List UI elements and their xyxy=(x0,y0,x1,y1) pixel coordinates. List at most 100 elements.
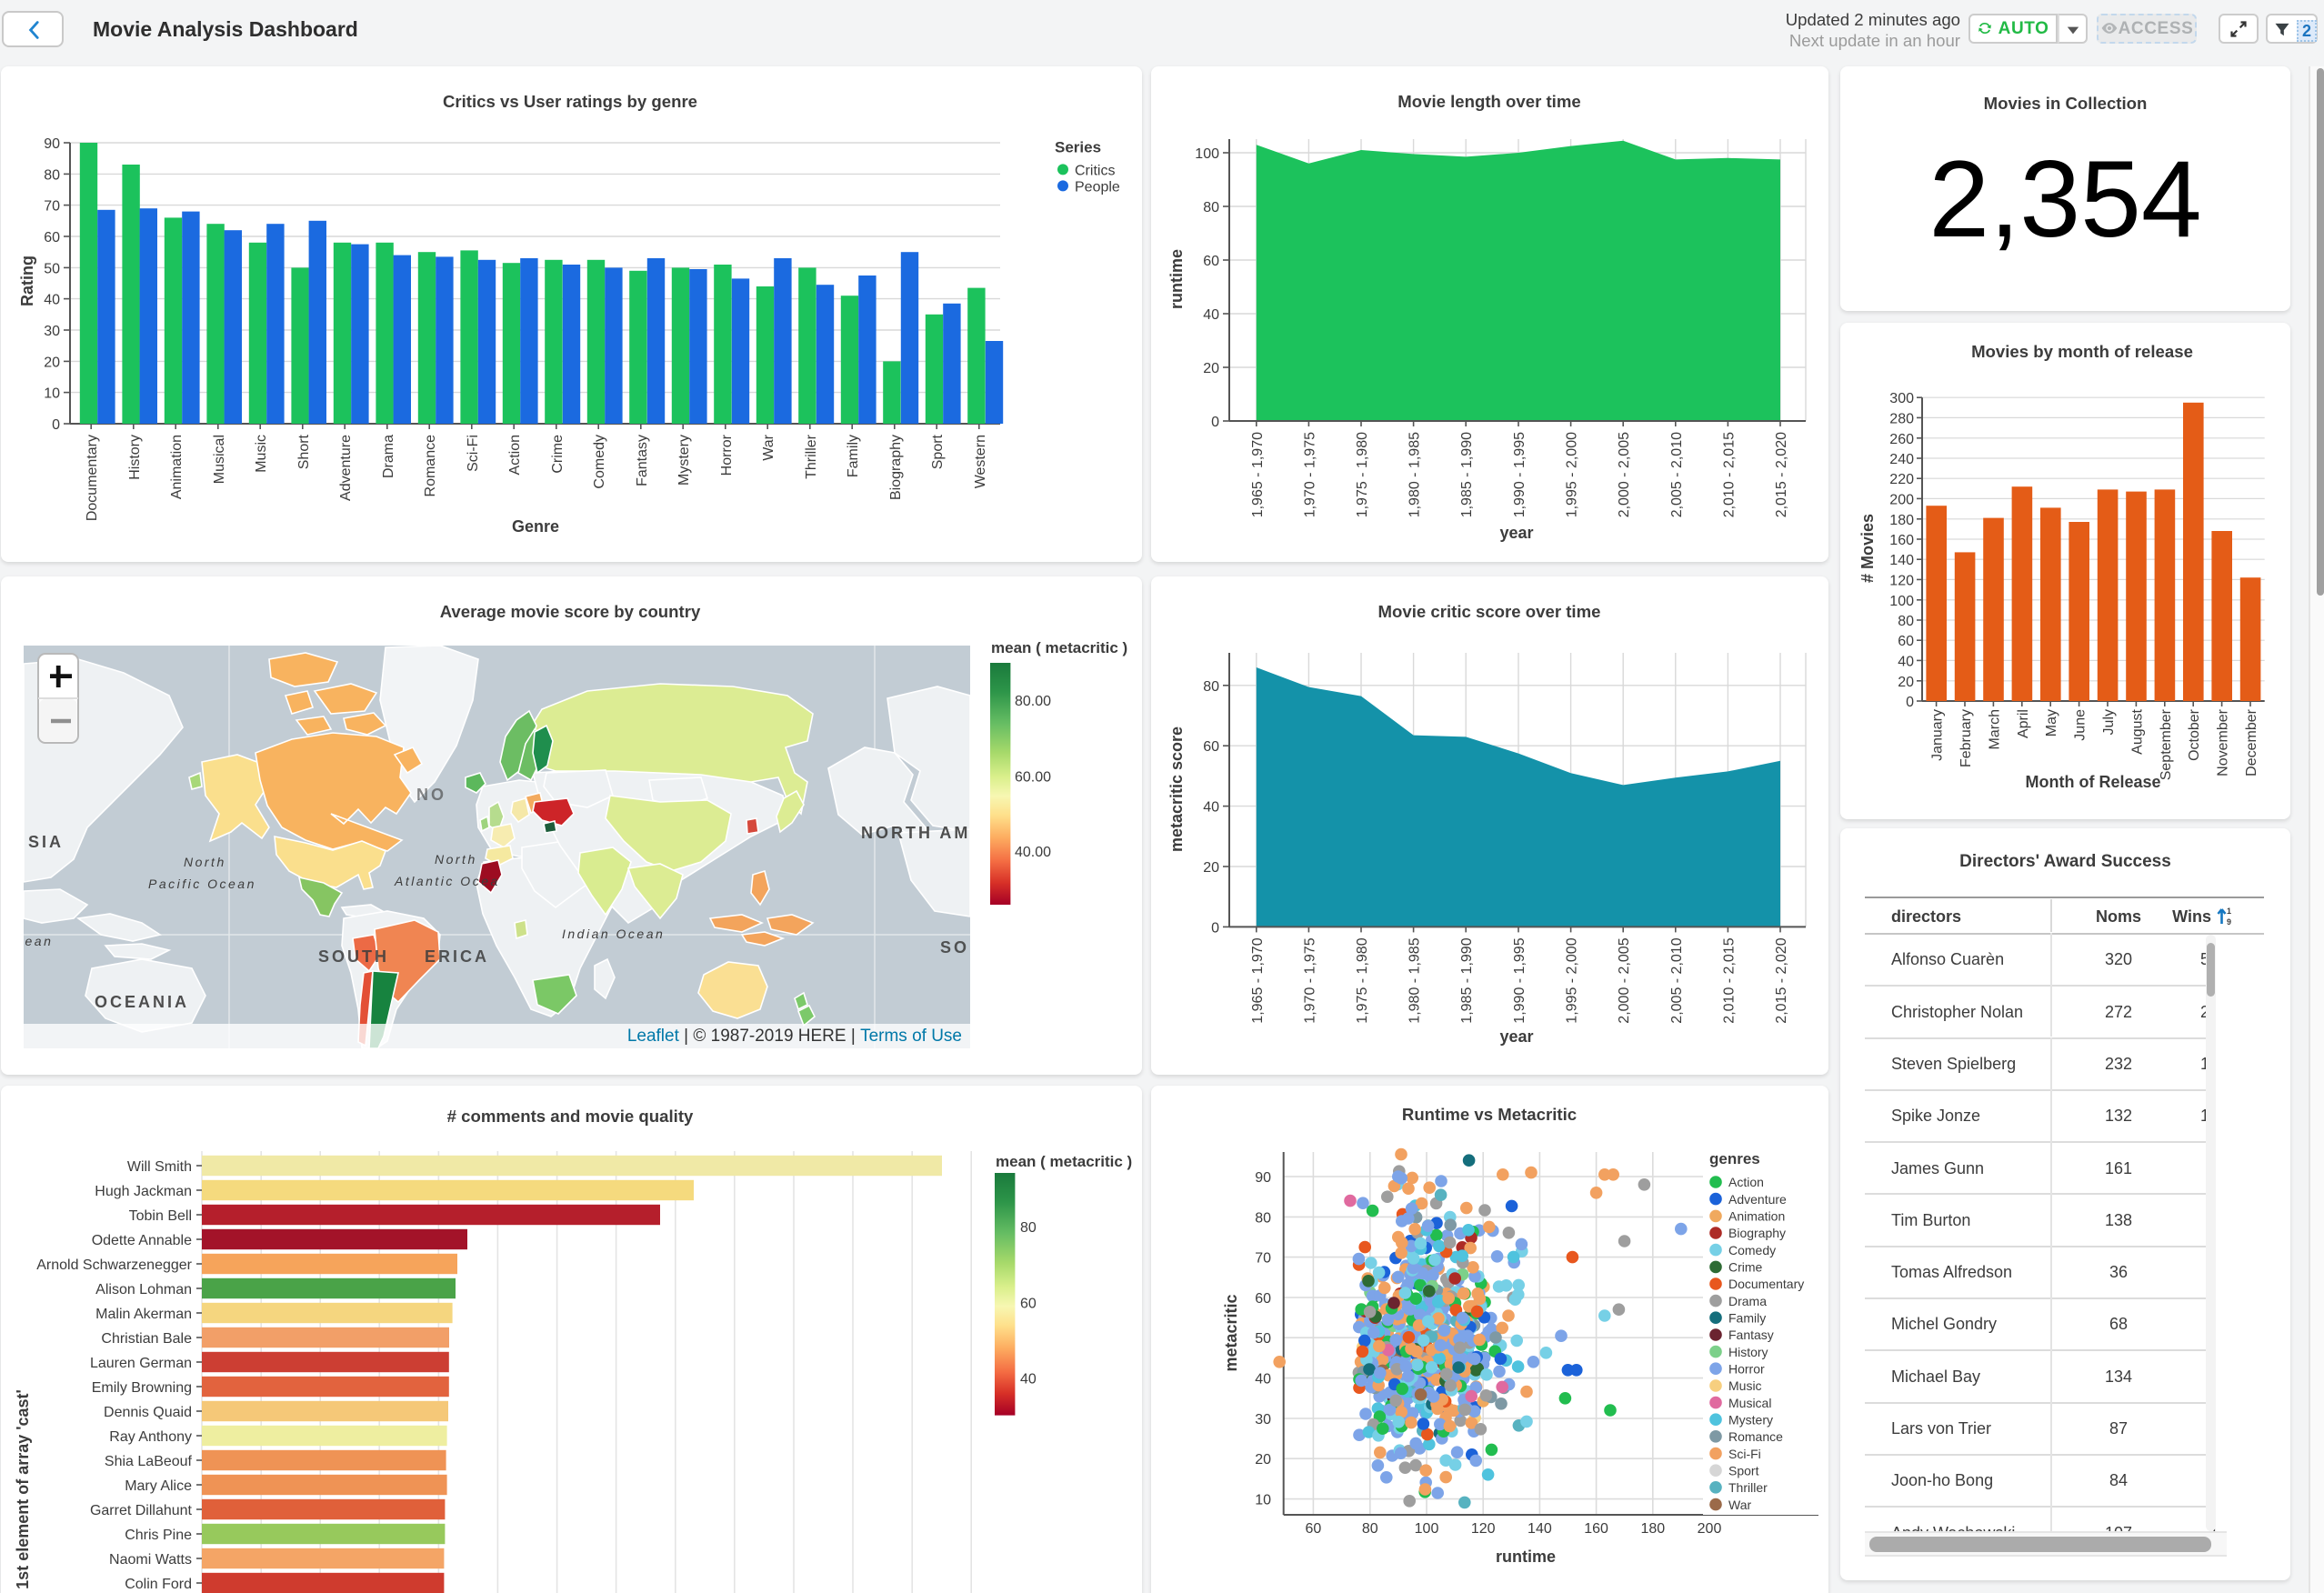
svg-text:Sport: Sport xyxy=(930,434,946,469)
svg-text:December: December xyxy=(2244,708,2259,776)
svg-text:1st element of array 'cast': 1st element of array 'cast' xyxy=(14,1389,32,1589)
svg-text:40: 40 xyxy=(1020,1371,1037,1387)
svg-text:2,005 - 2,010: 2,005 - 2,010 xyxy=(1669,432,1685,517)
svg-text:0: 0 xyxy=(1211,415,1219,430)
svg-text:Shia LaBeouf: Shia LaBeouf xyxy=(105,1454,193,1469)
svg-text:Western: Western xyxy=(973,435,988,488)
svg-text:Biography: Biography xyxy=(1728,1226,1786,1240)
svg-text:OCEANIA: OCEANIA xyxy=(95,993,189,1011)
svg-text:Lauren German: Lauren German xyxy=(90,1356,192,1371)
svg-text:April: April xyxy=(2016,709,2031,738)
svg-text:2,010 - 2,015: 2,010 - 2,015 xyxy=(1721,432,1737,517)
svg-text:Family: Family xyxy=(846,435,861,477)
svg-text:Naomi Watts: Naomi Watts xyxy=(109,1552,192,1568)
svg-text:60: 60 xyxy=(44,230,60,245)
svg-text:80: 80 xyxy=(1255,1210,1271,1226)
svg-text:May: May xyxy=(2044,709,2059,736)
svg-text:0: 0 xyxy=(52,417,60,433)
svg-text:Atlantic Ocea: Atlantic Ocea xyxy=(394,874,500,888)
svg-text:Romance: Romance xyxy=(423,435,438,497)
svg-text:40: 40 xyxy=(44,293,60,308)
svg-text:Movie critic score over time: Movie critic score over time xyxy=(1378,602,1601,621)
svg-text:# comments and movie quality: # comments and movie quality xyxy=(447,1107,694,1126)
svg-text:Thriller: Thriller xyxy=(804,434,819,479)
svg-text:1,990 - 1,995: 1,990 - 1,995 xyxy=(1512,937,1528,1023)
svg-text:Malin Akerman: Malin Akerman xyxy=(95,1307,192,1322)
svg-text:cean: cean xyxy=(16,934,53,948)
svg-text:Genre: Genre xyxy=(512,517,559,536)
svg-text:History: History xyxy=(1728,1345,1768,1359)
svg-text:60: 60 xyxy=(1898,634,1914,649)
svg-text:90: 90 xyxy=(1255,1170,1271,1186)
svg-text:2,000 - 2,005: 2,000 - 2,005 xyxy=(1617,432,1632,517)
svg-text:Fantasy: Fantasy xyxy=(1728,1328,1774,1342)
svg-text:1,985 - 1,990: 1,985 - 1,990 xyxy=(1459,937,1475,1023)
svg-text:NO: NO xyxy=(416,786,446,804)
svg-text:ERICA: ERICA xyxy=(425,947,489,966)
svg-text:1,995 - 2,000: 1,995 - 2,000 xyxy=(1565,432,1580,517)
svg-text:SOU: SOU xyxy=(940,938,984,957)
svg-text:30: 30 xyxy=(44,324,60,339)
svg-text:Animation: Animation xyxy=(1728,1209,1785,1224)
svg-text:Crime: Crime xyxy=(550,435,566,474)
svg-text:1,990 - 1,995: 1,990 - 1,995 xyxy=(1512,432,1528,517)
svg-text:Thriller: Thriller xyxy=(1728,1480,1768,1495)
svg-text:200: 200 xyxy=(1889,492,1914,507)
svg-text:160: 160 xyxy=(1584,1521,1608,1537)
svg-text:mean ( metacritic ): mean ( metacritic ) xyxy=(996,1153,1132,1170)
svg-text:Chris Pine: Chris Pine xyxy=(125,1528,192,1543)
svg-text:120: 120 xyxy=(1889,573,1914,588)
svg-text:1,975 - 1,980: 1,975 - 1,980 xyxy=(1355,937,1370,1023)
svg-text:1,980 - 1,985: 1,980 - 1,985 xyxy=(1407,937,1423,1023)
svg-text:160: 160 xyxy=(1889,533,1914,548)
svg-text:40: 40 xyxy=(1203,307,1219,323)
svg-text:1,985 - 1,990: 1,985 - 1,990 xyxy=(1459,432,1475,517)
svg-text:180: 180 xyxy=(1889,513,1914,528)
svg-text:10: 10 xyxy=(44,386,60,402)
svg-text:40: 40 xyxy=(1203,800,1219,816)
svg-text:20: 20 xyxy=(1203,361,1219,376)
svg-text:Fantasy: Fantasy xyxy=(635,435,650,486)
svg-text:Action: Action xyxy=(507,435,523,475)
svg-text:1,980 - 1,985: 1,980 - 1,985 xyxy=(1407,432,1423,517)
svg-text:Mary Alice: Mary Alice xyxy=(125,1478,192,1494)
svg-text:Sci-Fi: Sci-Fi xyxy=(1728,1447,1761,1461)
svg-text:Ray Anthony: Ray Anthony xyxy=(109,1429,192,1445)
svg-text:60: 60 xyxy=(1306,1521,1322,1537)
svg-text:September: September xyxy=(2159,708,2174,780)
svg-text:year: year xyxy=(1499,524,1533,542)
svg-text:1,975 - 1,980: 1,975 - 1,980 xyxy=(1355,432,1370,517)
svg-text:War: War xyxy=(761,434,776,460)
svg-text:Christian Bale: Christian Bale xyxy=(101,1331,192,1347)
svg-text:180: 180 xyxy=(1640,1521,1665,1537)
svg-text:Leaflet | © 1987-2019 HERE | T: Leaflet | © 1987-2019 HERE | Terms of Us… xyxy=(627,1027,962,1046)
svg-text:70: 70 xyxy=(1255,1251,1271,1267)
svg-text:Documentary: Documentary xyxy=(1728,1277,1804,1291)
svg-text:Adventure: Adventure xyxy=(1728,1192,1787,1207)
svg-text:metacritic score: metacritic score xyxy=(1167,726,1186,852)
svg-text:2,010 - 2,015: 2,010 - 2,015 xyxy=(1721,937,1737,1023)
svg-text:20: 20 xyxy=(1203,860,1219,876)
svg-text:1,970 - 1,975: 1,970 - 1,975 xyxy=(1302,432,1317,517)
svg-text:40.00: 40.00 xyxy=(1015,845,1051,860)
svg-text:260: 260 xyxy=(1889,432,1914,447)
svg-text:1,995 - 2,000: 1,995 - 2,000 xyxy=(1565,937,1580,1023)
svg-text:60: 60 xyxy=(1203,739,1219,755)
svg-text:Romance: Romance xyxy=(1728,1429,1783,1444)
svg-text:Month of Release: Month of Release xyxy=(2025,773,2160,791)
svg-text:60: 60 xyxy=(1203,254,1219,269)
svg-text:# Movies: # Movies xyxy=(1858,514,1877,583)
svg-text:January: January xyxy=(1930,709,1946,761)
svg-text:War: War xyxy=(1728,1498,1751,1512)
svg-text:30: 30 xyxy=(1255,1412,1271,1428)
svg-text:1: 1 xyxy=(2227,907,2231,916)
svg-text:80.00: 80.00 xyxy=(1015,694,1051,709)
svg-text:History: History xyxy=(127,435,143,480)
svg-text:100: 100 xyxy=(1889,594,1914,609)
svg-text:2,000 - 2,005: 2,000 - 2,005 xyxy=(1617,937,1632,1023)
svg-text:80: 80 xyxy=(1898,614,1914,629)
svg-text:Musical: Musical xyxy=(1728,1396,1771,1410)
svg-text:Drama: Drama xyxy=(381,435,396,478)
svg-text:50: 50 xyxy=(1255,1331,1271,1347)
svg-text:1,970 - 1,975: 1,970 - 1,975 xyxy=(1302,937,1317,1023)
